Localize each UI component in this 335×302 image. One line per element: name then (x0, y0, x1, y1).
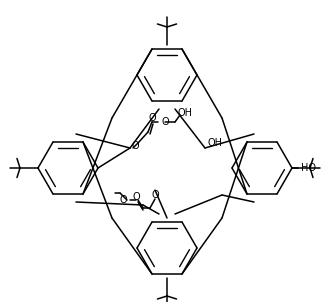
Text: O: O (162, 117, 170, 127)
Text: O: O (119, 195, 127, 205)
Text: OH: OH (178, 108, 193, 118)
Text: OH: OH (208, 138, 223, 148)
Text: O: O (151, 190, 159, 200)
Text: O: O (132, 192, 140, 202)
Text: O: O (148, 113, 156, 123)
Text: O: O (132, 141, 140, 151)
Text: HO: HO (301, 163, 316, 173)
